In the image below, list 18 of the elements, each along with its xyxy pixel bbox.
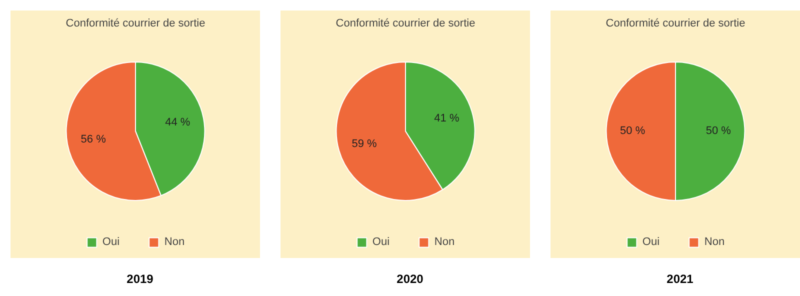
legend-label: Non: [434, 236, 455, 248]
data-label: 50 %: [620, 125, 646, 138]
data-label: 59 %: [352, 138, 378, 150]
legend-label: Oui: [102, 236, 121, 248]
text: 2019: [126, 271, 154, 288]
data-label: 44 %: [165, 116, 190, 129]
chart-title: Conformité courrier de sortie: [66, 18, 206, 30]
chart-title: Conformité courrier de sortie: [336, 18, 476, 30]
data-label: 56 %: [80, 134, 106, 146]
chart-title: Conformité courrier de sortie: [606, 18, 746, 30]
text: 2021: [666, 271, 694, 288]
legend-label: Non: [164, 236, 185, 248]
text: 2020: [396, 271, 424, 288]
legend-label: Non: [704, 236, 725, 248]
legend-label: Oui: [642, 236, 661, 248]
data-label: 50 %: [706, 125, 732, 138]
legend-label: Oui: [372, 236, 391, 248]
data-label: 41 %: [434, 112, 460, 125]
